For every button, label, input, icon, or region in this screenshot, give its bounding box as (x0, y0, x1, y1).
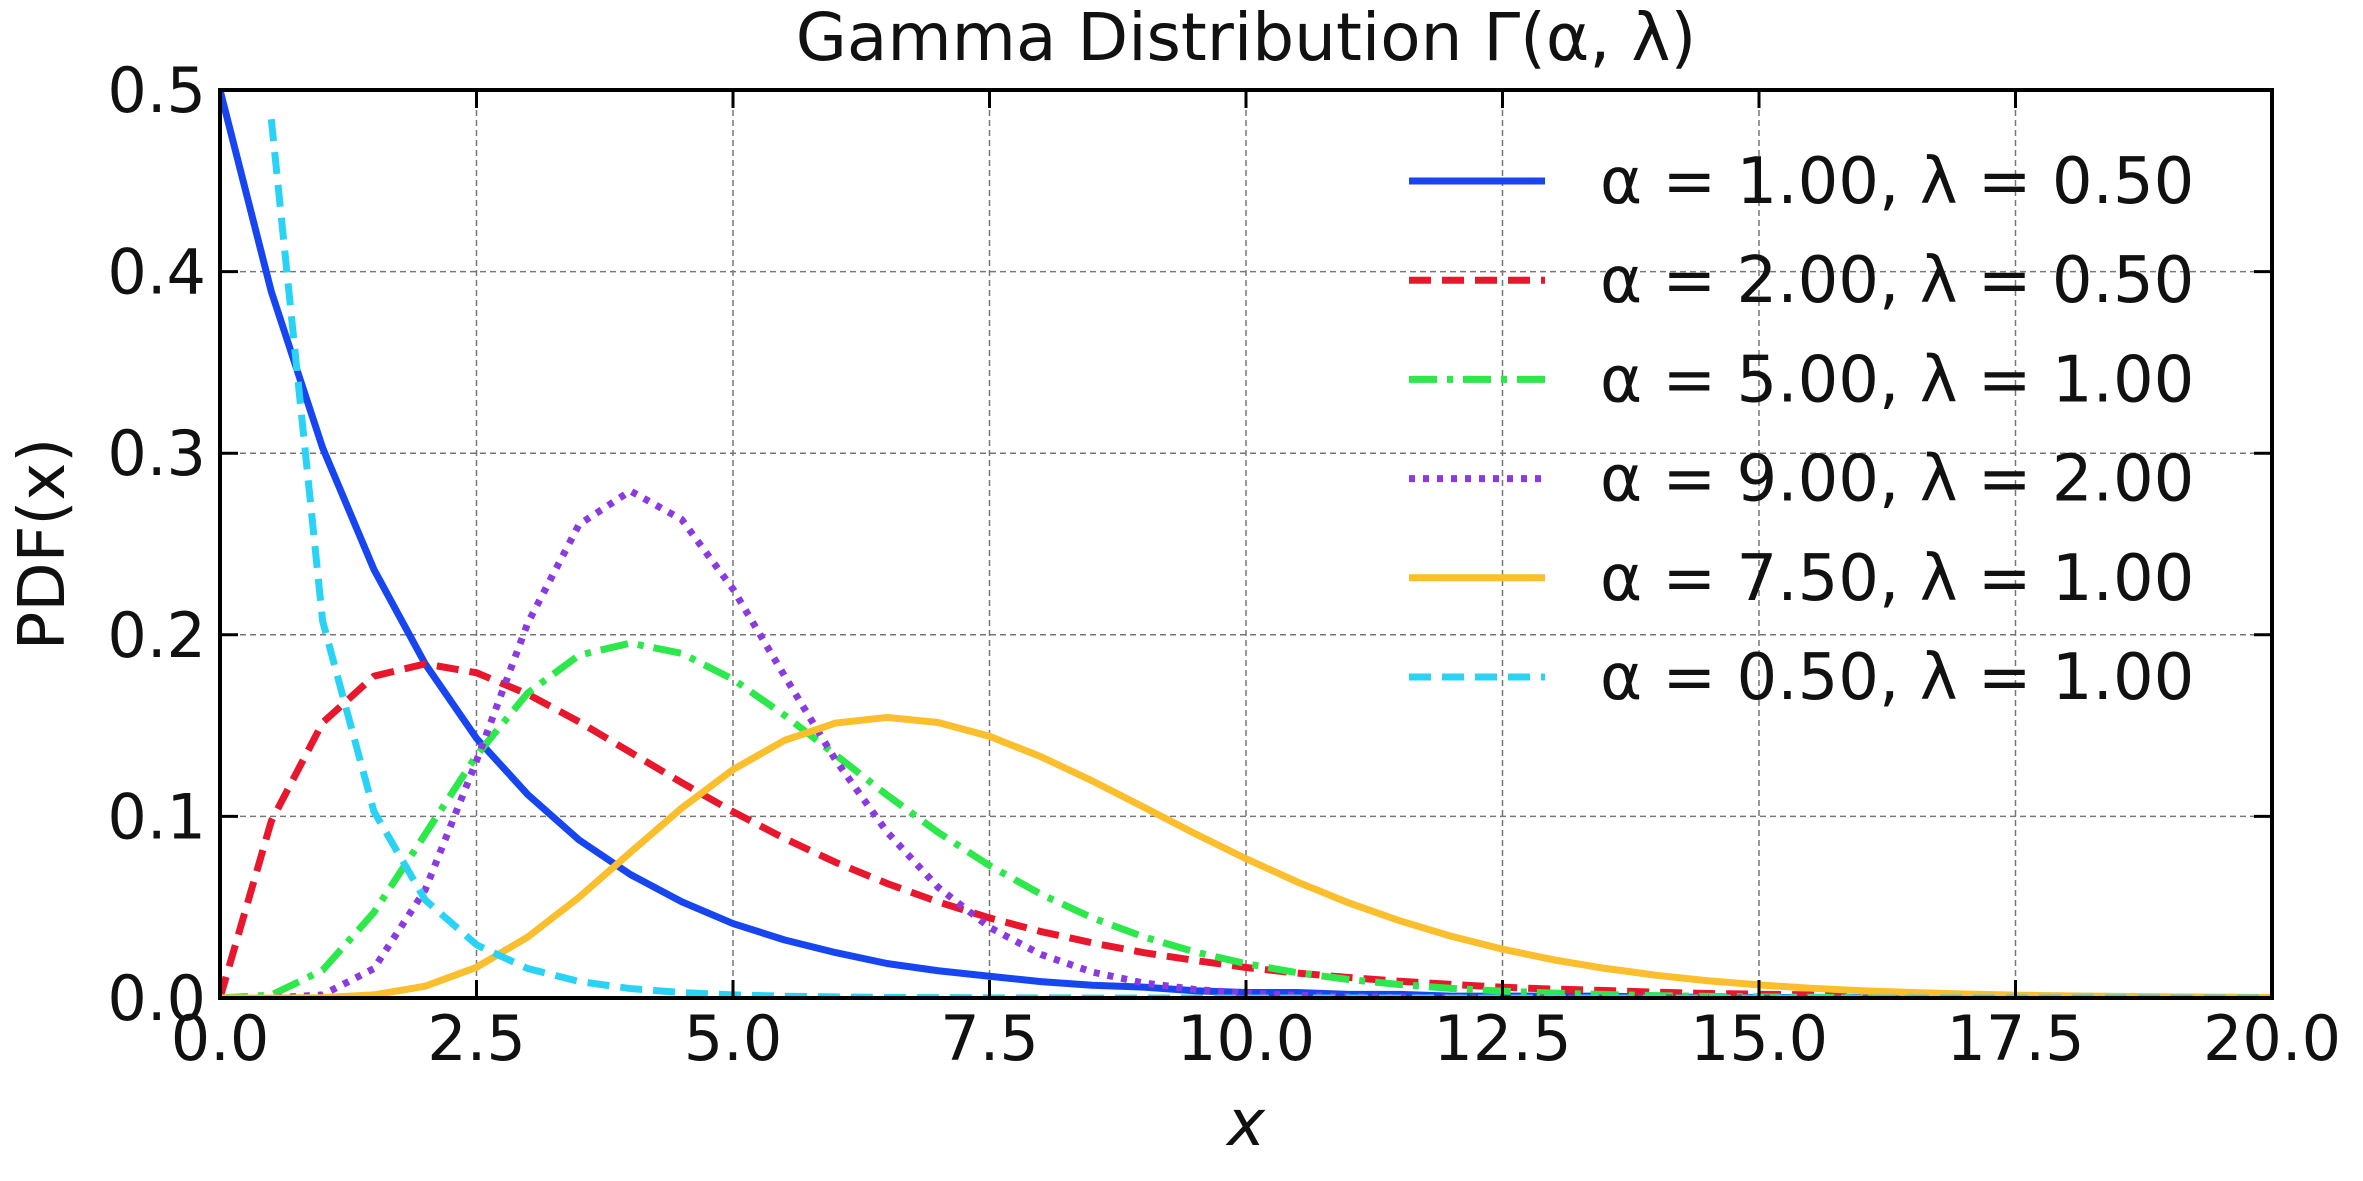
x-axis-label: x (1225, 1087, 1266, 1161)
legend-label: α = 0.50, λ = 1.00 (1600, 641, 2194, 715)
x-tick-label: 17.5 (1946, 1002, 2084, 1075)
legend-label: α = 7.50, λ = 1.00 (1600, 542, 2194, 616)
legend: α = 1.00, λ = 0.50 α = 2.00, λ = 0.50 α = … (1409, 145, 2194, 715)
legend-label: α = 2.00, λ = 0.50 (1600, 244, 2194, 318)
x-tick-label: 12.5 (1433, 1002, 1571, 1075)
x-tick-label: 20.0 (2203, 1002, 2341, 1075)
x-tick-label: 0.0 (171, 1002, 270, 1075)
y-tick-label: 0.2 (107, 599, 206, 672)
legend-label: α = 5.00, λ = 1.00 (1600, 343, 2194, 417)
y-tick-label: 0.4 (107, 236, 206, 309)
x-tick-label: 10.0 (1177, 1002, 1315, 1075)
ticks: 0.0 2.5 5.0 7.5 10.0 12.5 15.0 17.5 20.0 0.0 0.1 0.… (107, 54, 2341, 1075)
y-tick-label: 0.0 (107, 962, 206, 1035)
y-tick-label: 0.5 (107, 54, 206, 127)
y-axis-label: PDF(x) (6, 438, 80, 651)
chart-title: Gamma Distribution Γ(α, λ) (796, 0, 1696, 76)
x-tick-label: 5.0 (684, 1002, 783, 1075)
x-tick-label: 15.0 (1690, 1002, 1828, 1075)
legend-label: α = 1.00, λ = 0.50 (1600, 145, 2194, 219)
series-line (220, 713, 2272, 998)
x-tick-label: 2.5 (427, 1002, 526, 1075)
series-line (267, 118, 2272, 998)
y-tick-label: 0.1 (107, 780, 206, 853)
x-tick-label: 7.5 (940, 1002, 1039, 1075)
legend-label: α = 9.00, λ = 2.00 (1600, 443, 2194, 517)
grid (219, 89, 2273, 999)
y-tick-label: 0.3 (107, 417, 206, 490)
